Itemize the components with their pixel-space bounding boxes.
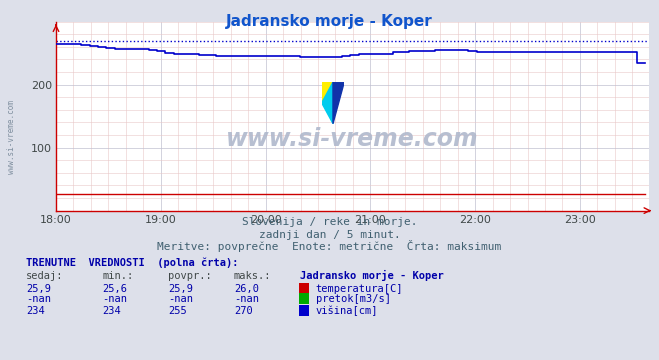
Text: povpr.:: povpr.:: [168, 271, 212, 281]
Text: Meritve: povprečne  Enote: metrične  Črta: maksimum: Meritve: povprečne Enote: metrične Črta:…: [158, 240, 501, 252]
Text: Jadransko morje - Koper: Jadransko morje - Koper: [226, 14, 433, 29]
Text: 234: 234: [102, 306, 121, 316]
Text: Jadransko morje - Koper: Jadransko morje - Koper: [300, 270, 444, 281]
Text: TRENUTNE  VREDNOSTI  (polna črta):: TRENUTNE VREDNOSTI (polna črta):: [26, 257, 239, 268]
Text: temperatura[C]: temperatura[C]: [316, 284, 403, 294]
Text: sedaj:: sedaj:: [26, 271, 64, 281]
Text: 25,9: 25,9: [168, 284, 193, 294]
Text: -nan: -nan: [102, 294, 127, 305]
Text: -nan: -nan: [26, 294, 51, 305]
Text: 270: 270: [234, 306, 252, 316]
Text: 234: 234: [26, 306, 45, 316]
Text: zadnji dan / 5 minut.: zadnji dan / 5 minut.: [258, 230, 401, 240]
Text: pretok[m3/s]: pretok[m3/s]: [316, 294, 391, 305]
Text: Slovenija / reke in morje.: Slovenija / reke in morje.: [242, 217, 417, 227]
Polygon shape: [333, 82, 344, 123]
Text: 26,0: 26,0: [234, 284, 259, 294]
Text: maks.:: maks.:: [234, 271, 272, 281]
Text: 255: 255: [168, 306, 186, 316]
Text: www.si-vreme.com: www.si-vreme.com: [7, 100, 16, 174]
Text: višina[cm]: višina[cm]: [316, 306, 378, 316]
Text: -nan: -nan: [234, 294, 259, 305]
Text: -nan: -nan: [168, 294, 193, 305]
Text: 25,9: 25,9: [26, 284, 51, 294]
Text: www.si-vreme.com: www.si-vreme.com: [226, 127, 479, 151]
Text: min.:: min.:: [102, 271, 133, 281]
Text: 25,6: 25,6: [102, 284, 127, 294]
Polygon shape: [322, 82, 333, 103]
Polygon shape: [322, 82, 333, 123]
